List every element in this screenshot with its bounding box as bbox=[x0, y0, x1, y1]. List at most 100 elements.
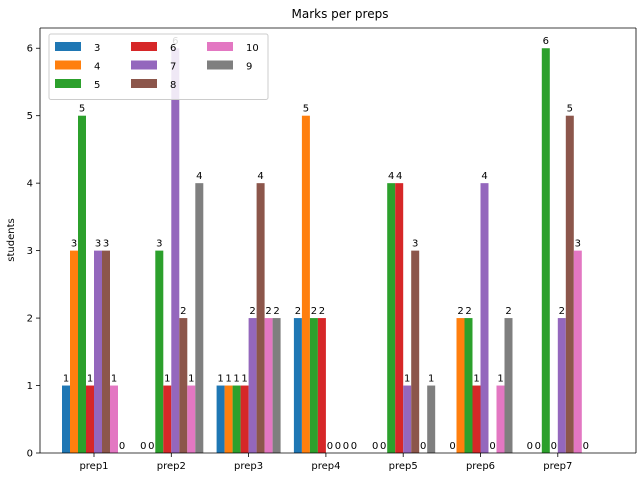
data-label: 2 bbox=[249, 306, 255, 317]
x-tick-label: prep5 bbox=[389, 461, 418, 472]
bar bbox=[496, 385, 505, 453]
data-label: 4 bbox=[388, 171, 394, 182]
y-tick-label: 2 bbox=[27, 314, 33, 325]
data-label: 4 bbox=[396, 171, 402, 182]
data-label: 2 bbox=[505, 306, 511, 317]
plot-area: 1012000301502053124261112410362014232403… bbox=[27, 27, 637, 472]
legend-entry-label: 6 bbox=[170, 43, 176, 54]
data-label: 0 bbox=[140, 441, 146, 452]
legend-entry-label: 8 bbox=[170, 80, 176, 91]
x-tick-label: prep6 bbox=[466, 461, 495, 472]
legend-swatch bbox=[55, 60, 81, 70]
data-label: 2 bbox=[319, 306, 325, 317]
bar bbox=[216, 385, 225, 453]
data-label: 0 bbox=[372, 441, 378, 452]
bar bbox=[155, 250, 164, 453]
data-label: 2 bbox=[265, 306, 271, 317]
bar bbox=[86, 385, 94, 453]
y-tick-label: 4 bbox=[27, 179, 33, 190]
bar bbox=[456, 318, 465, 453]
x-tick-label: prep3 bbox=[234, 461, 263, 472]
bar bbox=[62, 385, 70, 453]
data-label: 0 bbox=[420, 441, 426, 452]
data-label: 6 bbox=[543, 36, 549, 47]
data-label: 1 bbox=[404, 374, 410, 385]
data-label: 0 bbox=[527, 441, 533, 452]
bar bbox=[232, 385, 241, 453]
bar bbox=[472, 385, 481, 453]
data-label: 2 bbox=[273, 306, 279, 317]
data-label: 3 bbox=[71, 239, 77, 250]
legend: 3 4 5 6 7 8 10 9 bbox=[48, 33, 269, 100]
bar bbox=[224, 385, 233, 453]
data-label: 0 bbox=[380, 441, 386, 452]
bar bbox=[309, 318, 318, 453]
data-label: 0 bbox=[489, 441, 495, 452]
legend-entry-label: 10 bbox=[246, 43, 259, 54]
bar bbox=[171, 48, 180, 453]
data-label: 1 bbox=[233, 374, 239, 385]
data-label: 5 bbox=[567, 104, 573, 115]
bar bbox=[317, 318, 326, 453]
bar bbox=[102, 250, 110, 453]
data-label: 3 bbox=[156, 239, 162, 250]
legend-entry-label: 9 bbox=[246, 62, 252, 73]
data-label: 2 bbox=[295, 306, 301, 317]
series-9: 0 4 2 0 1 2 0 bbox=[119, 171, 589, 453]
bar bbox=[70, 250, 78, 453]
bar bbox=[411, 250, 420, 453]
bar bbox=[195, 183, 204, 453]
data-label: 1 bbox=[164, 374, 170, 385]
chart-title: Marks per preps bbox=[292, 7, 389, 21]
data-label: 1 bbox=[111, 374, 117, 385]
data-label: 1 bbox=[428, 374, 434, 385]
data-label: 0 bbox=[119, 441, 125, 452]
bar bbox=[395, 183, 404, 453]
data-label: 0 bbox=[335, 441, 341, 452]
data-label: 2 bbox=[559, 306, 565, 317]
legend-entry-label: 3 bbox=[94, 43, 100, 54]
legend-swatch bbox=[131, 79, 157, 88]
legend-entry-label: 5 bbox=[94, 80, 100, 91]
data-label: 0 bbox=[327, 441, 333, 452]
legend-swatch bbox=[55, 42, 81, 51]
bar bbox=[541, 48, 550, 453]
data-label: 4 bbox=[196, 171, 202, 182]
data-label: 1 bbox=[473, 374, 479, 385]
x-tick-label: prep4 bbox=[311, 461, 340, 472]
bar bbox=[427, 385, 436, 453]
y-axis-label: students bbox=[6, 218, 17, 261]
y-tick-label: 1 bbox=[27, 381, 33, 392]
data-label: 0 bbox=[583, 441, 589, 452]
bar bbox=[163, 385, 172, 453]
bar bbox=[504, 318, 513, 453]
data-label: 1 bbox=[497, 374, 503, 385]
data-label: 1 bbox=[87, 374, 93, 385]
y-tick-label: 5 bbox=[27, 111, 33, 122]
data-label: 1 bbox=[188, 374, 194, 385]
bar bbox=[187, 385, 196, 453]
data-label: 2 bbox=[180, 306, 186, 317]
data-label: 2 bbox=[465, 306, 471, 317]
bar bbox=[256, 183, 265, 453]
bar bbox=[387, 183, 396, 453]
data-label: 3 bbox=[95, 239, 101, 250]
x-tick-label: prep1 bbox=[79, 461, 108, 472]
data-label: 1 bbox=[241, 374, 247, 385]
data-label: 0 bbox=[148, 441, 154, 452]
legend-swatch bbox=[55, 79, 81, 88]
bar bbox=[240, 385, 249, 453]
series-8: 3 2 4 0 3 0 5 bbox=[102, 104, 574, 453]
data-label: 0 bbox=[535, 441, 541, 452]
x-tick-label: prep7 bbox=[543, 461, 572, 472]
bar bbox=[557, 318, 566, 453]
data-label: 3 bbox=[575, 239, 581, 250]
data-label: 1 bbox=[217, 374, 223, 385]
bar bbox=[94, 250, 102, 453]
data-label: 2 bbox=[457, 306, 463, 317]
data-label: 4 bbox=[481, 171, 487, 182]
bar bbox=[179, 318, 188, 453]
